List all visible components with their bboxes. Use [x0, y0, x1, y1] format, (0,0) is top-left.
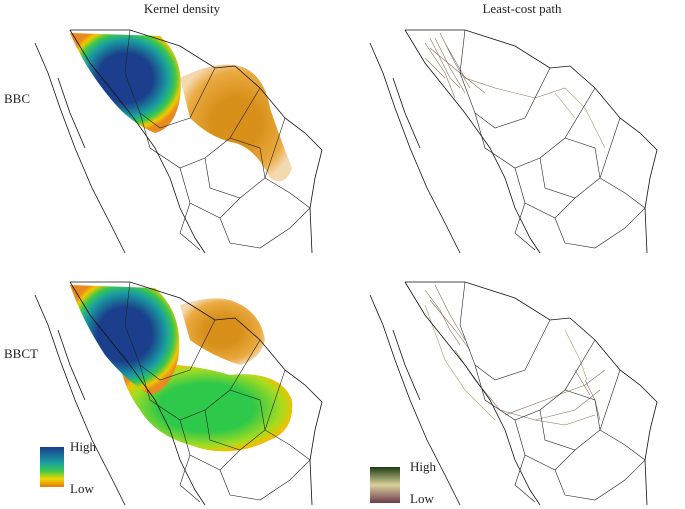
legend-label: High: [410, 459, 437, 474]
path-map: [369, 29, 658, 254]
least-cost-path: [424, 284, 606, 426]
legend-label: Low: [410, 491, 434, 506]
legend-label: Low: [70, 481, 94, 496]
least-cost-path: [554, 87, 606, 149]
density-area: [180, 64, 292, 182]
least-cost-path: [424, 32, 566, 99]
row-label: BBCT: [4, 346, 38, 361]
row-label: BBC: [4, 91, 30, 106]
column-title: Kernel density: [144, 1, 221, 16]
column-title: Least-cost path: [482, 1, 562, 16]
density-area: [70, 33, 181, 133]
density-area: [70, 285, 180, 395]
legend-label: High: [70, 439, 97, 454]
legend-colorbar: [370, 467, 400, 503]
density-area: [180, 298, 265, 365]
density-map: [34, 281, 323, 506]
least-cost-path: [424, 304, 588, 421]
density-map: [34, 29, 323, 254]
map-outline: [369, 29, 658, 254]
legend-colorbar: [40, 447, 64, 487]
path-map: [369, 281, 658, 506]
